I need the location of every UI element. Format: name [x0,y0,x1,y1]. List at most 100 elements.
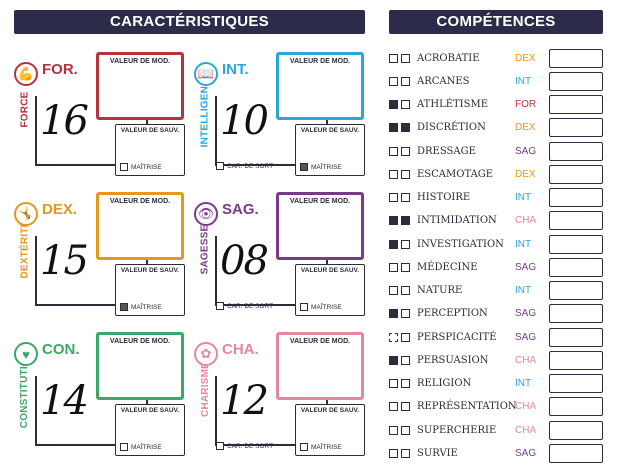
skill-value-box[interactable] [549,397,603,417]
saving-throw-box[interactable]: VALEUR DE SAUV. MAÎTRISE [295,264,365,316]
expertise-checkbox[interactable] [401,262,410,272]
ability-score[interactable]: 14 [40,378,89,424]
spellcasting-checkbox[interactable] [216,442,224,450]
skill-row: MÉDECINE SAG [389,256,603,278]
skill-name: ARCANES [417,75,470,87]
expertise-checkbox[interactable] [401,169,410,179]
expertise-checkbox[interactable] [401,239,410,249]
ability-score[interactable]: 16 [40,98,89,144]
mastery-checkbox[interactable] [120,303,128,311]
expertise-checkbox[interactable] [401,309,410,319]
expertise-checkbox[interactable] [401,379,410,388]
mastery-checkbox[interactable] [120,443,128,451]
skill-value-box[interactable] [549,374,603,393]
skill-value-box[interactable] [549,211,603,231]
expertise-checkbox[interactable] [401,332,410,342]
modifier-box[interactable]: VALEUR DE MOD. [276,52,364,120]
skill-value-box[interactable] [549,304,603,324]
expertise-checkbox[interactable] [401,146,410,156]
saving-throw-box[interactable]: VALEUR DE SAUV. MAÎTRISE [295,124,365,176]
expertise-checkbox[interactable] [401,402,410,412]
skill-name: SUPERCHERIE [417,424,497,436]
skill-attribute: CHA [515,215,537,227]
proficiency-checkbox[interactable] [389,402,398,412]
expertise-checkbox[interactable] [401,193,410,202]
proficiency-checkbox[interactable] [389,53,398,63]
modifier-box[interactable]: VALEUR DE MOD. [276,332,364,400]
skill-value-box[interactable] [549,327,603,347]
modifier-label: VALEUR DE MOD. [109,338,171,345]
proficiency-checkbox[interactable] [389,355,398,365]
proficiency-checkbox[interactable] [389,379,398,388]
proficiency-checkbox[interactable] [389,146,398,156]
connector-line [326,118,328,126]
modifier-box[interactable]: VALEUR DE MOD. [96,192,184,260]
mastery-checkbox[interactable] [300,163,308,171]
proficiency-checkbox[interactable] [389,286,398,295]
modifier-box[interactable]: VALEUR DE MOD. [276,192,364,260]
skill-value-box[interactable] [549,71,603,91]
proficiency-checkbox[interactable] [389,193,398,202]
skill-value-box[interactable] [549,48,603,68]
saving-throw-box[interactable]: VALEUR DE SAUV. MAÎTRISE [115,124,185,176]
expertise-checkbox[interactable] [401,286,410,295]
eye-icon: 👁 [194,202,218,226]
skill-value-box[interactable] [549,95,603,114]
skill-row: ESCAMOTAGE DEX [389,163,603,185]
expertise-checkbox[interactable] [401,76,410,86]
proficiency-checkbox[interactable] [389,448,398,458]
stat-abbr: FOR. [42,61,78,78]
ability-score[interactable]: 12 [220,378,269,424]
skill-value-box[interactable] [549,443,603,463]
mastery-label: MAÎTRISE [311,443,342,451]
proficiency-checkbox[interactable] [389,169,398,179]
expertise-checkbox[interactable] [401,355,410,365]
skill-value-box[interactable] [549,281,603,300]
skill-value-box[interactable] [549,257,603,277]
mastery-checkbox[interactable] [300,443,308,451]
expertise-checkbox[interactable] [401,425,410,435]
expertise-checkbox[interactable] [401,448,410,458]
ability-score[interactable]: 15 [40,238,89,284]
expertise-checkbox[interactable] [401,100,410,109]
skill-value-box[interactable] [549,420,603,440]
expertise-checkbox[interactable] [401,216,410,226]
skill-row: INTIMIDATION CHA [389,210,603,232]
proficiency-checkbox[interactable] [389,425,398,435]
ability-score[interactable]: 10 [220,98,269,144]
skill-name: DISCRÉTION [417,122,486,134]
connector-line [215,164,297,166]
proficiency-checkbox[interactable] [389,332,398,342]
proficiency-checkbox[interactable] [389,239,398,249]
skill-value-box[interactable] [549,118,603,138]
proficiency-checkbox[interactable] [389,309,398,319]
skill-attribute: SAG [515,447,537,459]
saving-throw-label: VALEUR DE SAUV. [300,127,360,134]
expertise-checkbox[interactable] [401,53,410,63]
skills-header: COMPÉTENCES [389,10,603,34]
skill-value-box[interactable] [549,350,603,370]
proficiency-checkbox[interactable] [389,76,398,86]
saving-throw-box[interactable]: VALEUR DE SAUV. MAÎTRISE [115,264,185,316]
skill-value-box[interactable] [549,164,603,184]
acrobat-icon: 🤸 [14,202,38,226]
modifier-box[interactable]: VALEUR DE MOD. [96,52,184,120]
ability-score[interactable]: 08 [220,238,269,284]
mastery-checkbox[interactable] [120,163,128,171]
skill-name: PERCEPTION [417,308,488,320]
skill-value-box[interactable] [549,234,603,254]
expertise-checkbox[interactable] [401,123,410,133]
skill-row: PERSPICACITÉ SAG [389,326,603,348]
spellcasting-checkbox[interactable] [216,302,224,310]
proficiency-checkbox[interactable] [389,123,398,133]
saving-throw-box[interactable]: VALEUR DE SAUV. MAÎTRISE [295,404,365,456]
proficiency-checkbox[interactable] [389,216,398,226]
spellcasting-checkbox[interactable] [216,162,224,170]
proficiency-checkbox[interactable] [389,100,398,109]
skill-value-box[interactable] [549,141,603,161]
mastery-checkbox[interactable] [300,303,308,311]
modifier-box[interactable]: VALEUR DE MOD. [96,332,184,400]
skill-value-box[interactable] [549,188,603,207]
proficiency-checkbox[interactable] [389,262,398,272]
saving-throw-box[interactable]: VALEUR DE SAUV. MAÎTRISE [115,404,185,456]
